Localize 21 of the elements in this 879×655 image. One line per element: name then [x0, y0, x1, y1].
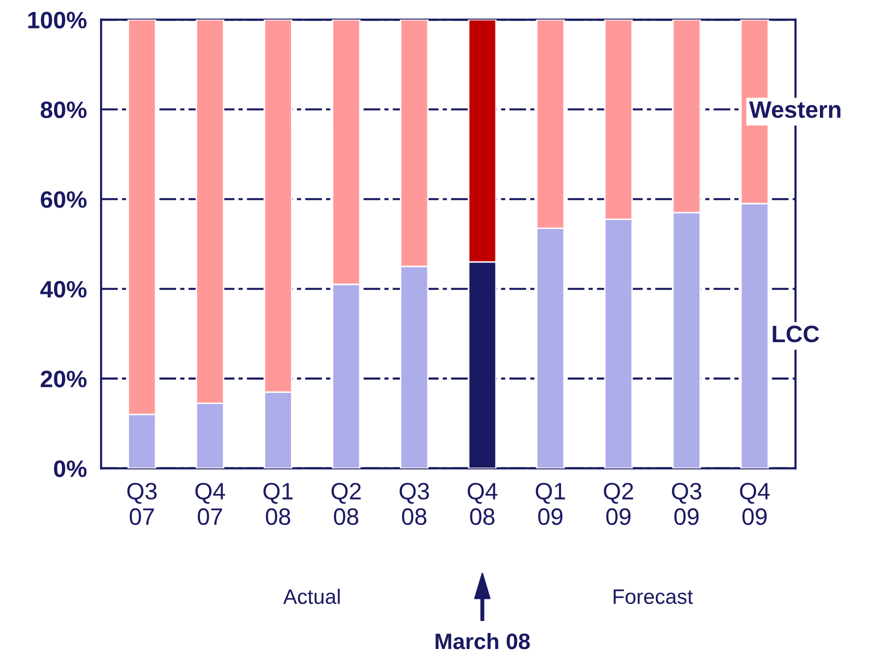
y-tick-label: 80% [40, 101, 87, 118]
x-tick-label: Q4 07 [195, 482, 226, 525]
y-tick-label: 40% [40, 280, 87, 298]
y-tick-label: 20% [40, 370, 87, 388]
y-tick-label: 60% [40, 191, 87, 208]
y-tick-label: 100% [28, 12, 87, 28]
x-tick-label: Q3 09 [672, 482, 702, 525]
x-tick-label: Q1 09 [536, 482, 566, 525]
text: March 08 [436, 632, 530, 650]
text: Forecast [614, 589, 693, 604]
x-tick-label: Q3 08 [400, 482, 429, 525]
x-tick-label: Q2 09 [604, 482, 634, 525]
x-tick-label: Q4 08 [468, 482, 498, 525]
series-label: Western [749, 101, 840, 118]
y-tick-label: 0% [54, 460, 87, 478]
text: Actual [283, 588, 340, 604]
x-tick-label: Q2 08 [332, 482, 361, 525]
series-label: LCC [772, 326, 820, 342]
x-tick-label: Q4 09 [740, 482, 770, 525]
x-tick-label: Q1 08 [263, 482, 293, 525]
x-tick-label: Q3 07 [127, 482, 157, 525]
